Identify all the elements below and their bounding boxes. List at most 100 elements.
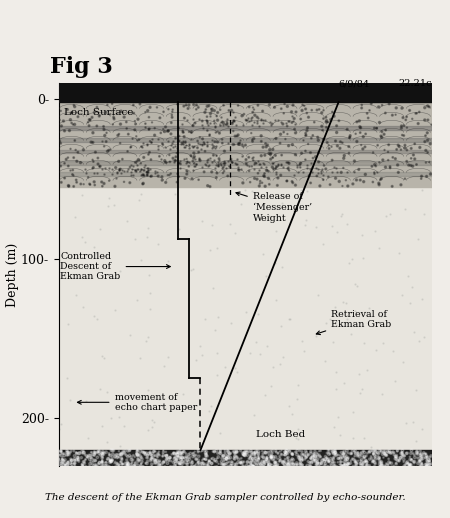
Point: [137, 165, 144, 174]
Point: [212, 161, 219, 169]
Point: [132, 158, 139, 166]
Point: [171, 156, 179, 165]
Point: [413, 463, 420, 471]
Point: [382, 451, 389, 459]
Point: [282, 458, 289, 467]
Point: [264, 454, 271, 462]
Point: [218, 457, 225, 466]
Point: [263, 166, 270, 175]
Point: [95, 465, 103, 473]
Point: [180, 133, 188, 141]
Point: [407, 161, 414, 169]
Point: [187, 151, 194, 160]
Point: [166, 157, 174, 166]
Point: [241, 450, 248, 458]
Point: [190, 154, 197, 162]
Point: [325, 450, 333, 458]
Point: [80, 462, 87, 470]
Point: [279, 263, 286, 271]
Point: [89, 164, 96, 172]
Point: [94, 448, 101, 456]
Point: [60, 450, 68, 458]
Point: [111, 182, 118, 191]
Point: [315, 463, 323, 471]
Point: [313, 460, 320, 468]
Point: [328, 462, 335, 470]
Point: [101, 449, 108, 457]
Point: [241, 448, 248, 456]
Point: [375, 244, 382, 252]
Point: [137, 354, 144, 362]
Point: [315, 447, 323, 455]
Point: [131, 117, 139, 125]
Point: [153, 103, 161, 111]
Point: [422, 464, 429, 472]
Point: [124, 461, 131, 469]
Point: [105, 463, 112, 471]
Point: [334, 413, 341, 421]
Point: [93, 465, 100, 473]
Point: [109, 463, 116, 471]
Point: [397, 181, 405, 189]
Point: [140, 449, 148, 457]
Point: [201, 315, 208, 324]
Point: [304, 186, 311, 195]
Point: [297, 115, 304, 123]
Point: [339, 448, 346, 456]
Point: [414, 454, 422, 462]
Point: [136, 457, 143, 465]
Point: [251, 466, 258, 474]
Point: [250, 462, 257, 470]
Point: [127, 161, 135, 169]
Point: [67, 448, 74, 456]
Point: [99, 466, 107, 474]
Point: [327, 315, 334, 323]
Point: [213, 169, 220, 177]
Point: [221, 363, 228, 371]
Point: [387, 164, 394, 172]
Point: [283, 447, 290, 455]
Point: [223, 453, 230, 462]
Point: [58, 449, 65, 457]
Point: [259, 450, 266, 458]
Point: [358, 104, 365, 112]
Point: [143, 464, 150, 472]
Point: [363, 462, 370, 470]
Point: [390, 462, 397, 470]
Point: [406, 460, 413, 468]
Point: [284, 456, 291, 464]
Point: [231, 462, 239, 470]
Point: [167, 140, 175, 149]
Point: [275, 457, 283, 466]
Point: [308, 134, 315, 142]
Point: [99, 137, 106, 145]
Point: [201, 108, 208, 117]
Point: [170, 137, 177, 145]
Point: [301, 102, 308, 110]
Point: [178, 457, 185, 466]
Point: [333, 122, 340, 130]
Point: [284, 450, 292, 458]
Point: [144, 164, 151, 172]
Point: [257, 461, 264, 469]
Point: [349, 455, 356, 463]
Point: [129, 135, 136, 143]
Point: [104, 455, 111, 464]
Point: [207, 105, 215, 113]
Point: [383, 467, 391, 475]
Point: [171, 449, 178, 457]
Point: [135, 165, 142, 174]
Text: movement of
echo chart paper: movement of echo chart paper: [77, 393, 197, 412]
Point: [206, 112, 213, 120]
Point: [255, 449, 262, 457]
Point: [332, 451, 339, 459]
Point: [72, 146, 79, 154]
Point: [123, 456, 130, 464]
Point: [145, 465, 152, 473]
Point: [81, 466, 88, 474]
Point: [118, 451, 125, 459]
Point: [267, 453, 274, 461]
Point: [57, 460, 64, 468]
Point: [310, 456, 317, 464]
Point: [161, 127, 168, 136]
